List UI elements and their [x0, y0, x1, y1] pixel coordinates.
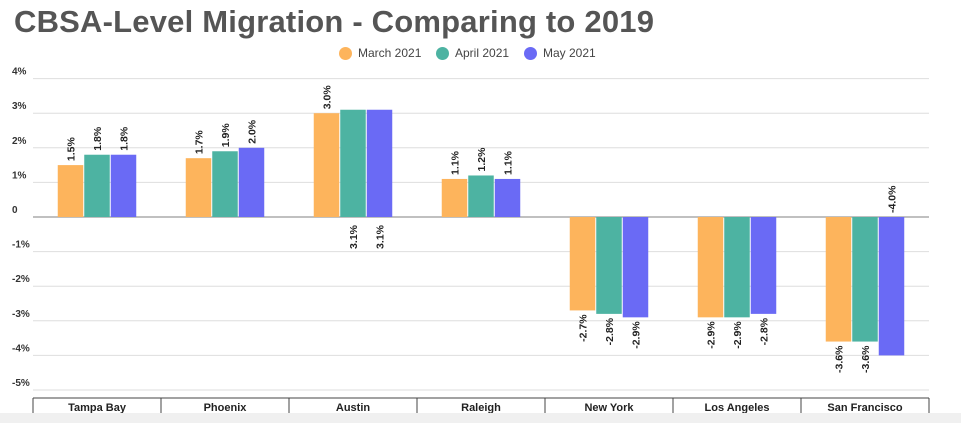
y-tick-label: -4%	[12, 343, 30, 354]
x-tick-label: Los Angeles	[705, 402, 770, 414]
bar	[84, 154, 110, 217]
data-label: 1.9%	[220, 123, 232, 148]
chart-title: CBSA-Level Migration - Comparing to 2019	[14, 4, 655, 39]
bar	[468, 175, 494, 217]
legend-item-april-2021[interactable]: April 2021	[436, 46, 509, 60]
y-tick-label: -2%	[12, 274, 30, 285]
bar	[596, 217, 622, 314]
legend-label-april: April 2021	[455, 46, 510, 60]
data-label: -2.9%	[631, 321, 643, 349]
bar	[825, 217, 852, 342]
data-label: 3.1%	[348, 224, 360, 249]
legend-label-may: May 2021	[543, 46, 596, 60]
bar	[750, 217, 777, 314]
data-label: 1.1%	[450, 150, 462, 175]
data-label: -2.8%	[759, 317, 771, 345]
x-tick-label: Raleigh	[461, 402, 501, 414]
bar	[441, 178, 468, 217]
bar	[852, 217, 878, 342]
bar	[340, 109, 366, 217]
y-tick-label: 2%	[12, 136, 27, 147]
bar	[313, 113, 340, 217]
data-label: -2.8%	[604, 317, 616, 345]
data-label: -3.6%	[834, 345, 846, 373]
legend-label-march: March 2021	[358, 46, 422, 60]
data-label: 1.2%	[476, 147, 488, 172]
legend-swatch-april	[436, 46, 449, 60]
data-label: -2.9%	[706, 321, 718, 349]
bar	[697, 217, 724, 318]
y-tick-label: -3%	[12, 309, 30, 320]
x-tick-label: Austin	[336, 402, 371, 414]
legend-swatch-march	[339, 46, 352, 60]
bar	[212, 151, 238, 217]
x-tick-label: New York	[584, 402, 634, 414]
bar	[57, 165, 84, 217]
data-label: 1.8%	[92, 126, 104, 151]
data-label: -2.9%	[732, 321, 744, 349]
x-tick-label: Phoenix	[204, 402, 248, 414]
data-label: 1.5%	[66, 137, 78, 162]
y-tick-label: 4%	[12, 67, 27, 78]
data-label: 3.1%	[375, 224, 387, 249]
bar	[366, 109, 393, 217]
data-label: -3.6%	[860, 345, 872, 373]
data-label: 1.8%	[119, 126, 131, 151]
y-tick-label: 3%	[12, 101, 27, 112]
y-tick-label: 1%	[12, 170, 27, 181]
data-label: -4.0%	[887, 185, 899, 213]
legend-swatch-may	[524, 46, 537, 60]
legend: March 2021 April 2021 May 2021	[0, 46, 961, 64]
legend-item-may-2021[interactable]: May 2021	[524, 46, 596, 60]
y-tick-label: -1%	[12, 240, 30, 251]
y-tick-label: -5%	[12, 378, 30, 389]
bar	[110, 154, 137, 217]
bar	[569, 217, 596, 311]
data-label: 2.0%	[247, 119, 259, 144]
x-tick-label: Tampa Bay	[68, 402, 127, 414]
x-tick-label: San Francisco	[827, 402, 902, 414]
bar	[878, 217, 905, 356]
bar	[724, 217, 750, 318]
bar	[622, 217, 649, 318]
data-label: 1.1%	[503, 150, 515, 175]
legend-item-march-2021[interactable]: March 2021	[339, 46, 421, 60]
bar	[238, 147, 265, 217]
bar	[185, 158, 212, 217]
data-label: 1.7%	[194, 130, 206, 155]
data-label: 3.0%	[322, 85, 334, 110]
data-label: -2.7%	[578, 314, 590, 342]
bar	[494, 178, 521, 217]
y-tick-label: 0	[12, 205, 18, 216]
bottom-band	[0, 413, 961, 423]
